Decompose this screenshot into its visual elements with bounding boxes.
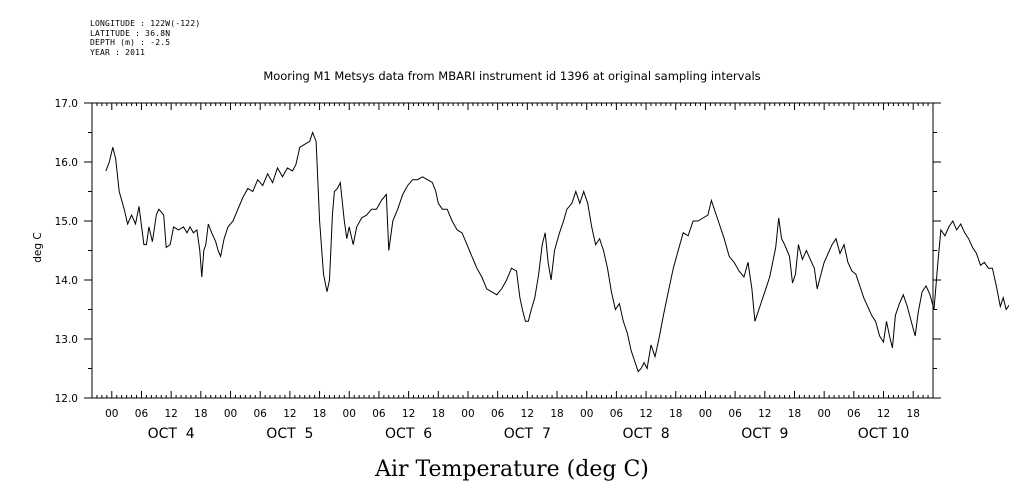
series-line bbox=[105, 131, 1009, 373]
x-tick-label: 18 bbox=[550, 408, 563, 420]
x-tick-label: 12 bbox=[402, 408, 415, 420]
y-tick-label: 14.0 bbox=[55, 275, 78, 287]
x-tick-label: 12 bbox=[521, 408, 534, 420]
x-tick-label: 18 bbox=[669, 408, 682, 420]
x-tick-label: 18 bbox=[313, 408, 326, 420]
y-tick-label: 17.0 bbox=[55, 98, 78, 110]
x-axis-label: Air Temperature (deg C) bbox=[374, 457, 649, 482]
x-tick-label: 18 bbox=[194, 408, 207, 420]
y-tick-labels: 12.0 13.0 14.0 15.0 16.0 17.0 bbox=[55, 98, 78, 405]
x-tick-label: 18 bbox=[432, 408, 445, 420]
x-tick-label: 00 bbox=[699, 408, 712, 420]
x-tick-label: 06 bbox=[610, 408, 624, 420]
x-tick-label: 00 bbox=[105, 408, 118, 420]
y-tick-label: 13.0 bbox=[55, 334, 78, 346]
day-label: OCT 7 bbox=[504, 426, 551, 442]
axis-ticks bbox=[84, 102, 941, 399]
x-tick-label: 00 bbox=[817, 408, 830, 420]
chart-title: Mooring M1 Metsys data from MBARI instru… bbox=[263, 69, 760, 83]
x-tick-label: 12 bbox=[639, 408, 652, 420]
x-tick-label: 06 bbox=[728, 408, 742, 420]
metadata-block: LONGITUDE : 122W(-122) LATITUDE : 36.8N … bbox=[90, 19, 200, 57]
latitude-text: LATITUDE : 36.8N bbox=[90, 28, 171, 38]
day-label: OCT 4 bbox=[148, 426, 195, 442]
y-tick-label: 15.0 bbox=[55, 216, 78, 228]
x-tick-label: 06 bbox=[372, 408, 386, 420]
x-tick-label: 00 bbox=[224, 408, 237, 420]
x-tick-label: 00 bbox=[343, 408, 356, 420]
day-label: OCT 8 bbox=[622, 426, 669, 442]
x-tick-label: 06 bbox=[491, 408, 505, 420]
day-label: OCT 9 bbox=[741, 426, 788, 442]
x-tick-label: 00 bbox=[580, 408, 593, 420]
x-tick-label: 06 bbox=[135, 408, 149, 420]
depth-text: DEPTH (m) : -2.5 bbox=[90, 38, 171, 48]
x-tick-label: 12 bbox=[283, 408, 296, 420]
day-label: OCT 6 bbox=[385, 426, 432, 442]
y-tick-label: 16.0 bbox=[55, 157, 78, 169]
longitude-text: LONGITUDE : 122W(-122) bbox=[90, 19, 201, 28]
x-tick-label: 06 bbox=[847, 408, 861, 420]
year-text: YEAR : 2011 bbox=[90, 47, 146, 57]
day-label: OCT 10 bbox=[858, 426, 910, 442]
x-tick-label: 12 bbox=[758, 408, 771, 420]
y-tick-label: 12.0 bbox=[55, 393, 78, 405]
x-tick-label: 12 bbox=[164, 408, 177, 420]
x-tick-label: 06 bbox=[254, 408, 268, 420]
day-label: OCT 5 bbox=[266, 426, 313, 442]
x-tick-labels: 00 06 12 18 00 06 12 18 00 06 12 18 00 06 12 18 00 06 12 18… bbox=[105, 408, 920, 420]
x-tick-label: 00 bbox=[461, 408, 474, 420]
x-tick-label: 12 bbox=[877, 408, 890, 420]
x-tick-label: 18 bbox=[907, 408, 920, 420]
y-axis-label: deg C bbox=[32, 232, 44, 262]
x-tick-label: 18 bbox=[788, 408, 801, 420]
day-labels: OCT 4 OCT 5 OCT 6 OCT 7 OCT 8 OCT 9 OCT 10 bbox=[148, 426, 910, 442]
